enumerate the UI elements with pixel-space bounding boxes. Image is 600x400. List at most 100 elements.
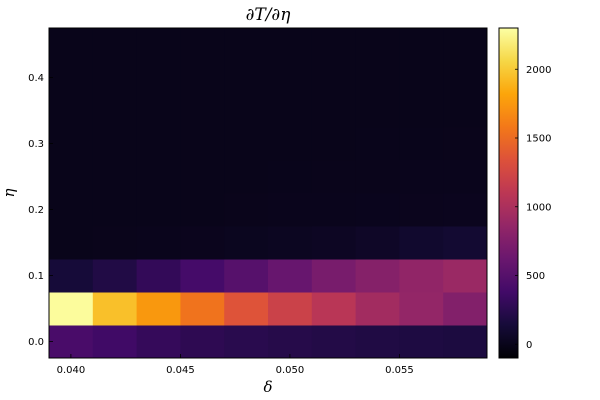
heatmap-cell — [49, 193, 94, 227]
heatmap-cell — [49, 94, 94, 128]
heatmap-cell — [49, 160, 94, 194]
heatmap-cell — [49, 292, 94, 326]
heatmap-cell — [355, 94, 400, 128]
heatmap-cell — [136, 127, 181, 161]
heatmap-cell — [92, 292, 138, 326]
heatmap-cell — [92, 259, 138, 293]
heatmap-cell — [399, 325, 444, 359]
heatmap-cell — [399, 259, 444, 293]
heatmap-cell — [268, 127, 313, 161]
heatmap-cell — [268, 259, 313, 293]
heatmap-cell — [136, 193, 181, 227]
heatmap-cell — [355, 160, 400, 194]
heatmap-cell — [49, 325, 94, 359]
heatmap-cell — [268, 325, 313, 359]
heatmap-cell — [268, 193, 313, 227]
heatmap-cell — [92, 325, 138, 359]
heatmap-cell — [92, 226, 138, 260]
colorbar-ticks: 0 500 1000 1500 2000 — [515, 65, 551, 351]
heatmap-cell — [355, 259, 400, 293]
colorbar-tick-label: 1500 — [526, 134, 551, 145]
heatmap-cell — [136, 94, 181, 128]
heatmap-cell — [224, 292, 269, 326]
y-tick-label: 0.1 — [28, 271, 44, 282]
x-tick-label: 0.050 — [276, 365, 305, 376]
x-axis-ticks: 0.040 0.045 0.050 0.055 — [57, 354, 414, 376]
heatmap-cell — [92, 61, 138, 95]
heatmap-cell — [443, 226, 488, 260]
heatmap-cell — [311, 193, 357, 227]
heatmap-cell — [180, 226, 225, 260]
heatmap-cell — [49, 226, 94, 260]
y-axis-label: η — [0, 189, 18, 198]
heatmap-cell — [311, 61, 357, 95]
heatmap-cell — [180, 259, 225, 293]
heatmap-cell — [180, 193, 225, 227]
heatmap-cell — [311, 226, 357, 260]
heatmap-cell — [355, 292, 400, 326]
heatmap-cell — [268, 61, 313, 95]
heatmap-cell — [92, 28, 138, 62]
heatmap-cell — [136, 259, 181, 293]
y-tick-label: 0.3 — [28, 139, 44, 150]
heatmap-cell — [180, 325, 225, 359]
heatmap-cell — [399, 292, 444, 326]
heatmap-cell — [311, 127, 357, 161]
heatmap-cell — [49, 28, 94, 62]
heatmap-cell — [180, 292, 225, 326]
heatmap-cell — [268, 292, 313, 326]
heatmap-cell — [136, 61, 181, 95]
heatmap-cell — [355, 325, 400, 359]
heatmap-cell — [443, 127, 488, 161]
heatmap-cell — [443, 193, 488, 227]
heatmap-cell — [224, 61, 269, 95]
heatmap-cell — [136, 226, 181, 260]
heatmap-cell — [399, 193, 444, 227]
heatmap-cell — [399, 61, 444, 95]
heatmap-cell — [311, 94, 357, 128]
y-axis-ticks: 0.0 0.1 0.2 0.3 0.4 — [28, 73, 53, 348]
heatmap-cell — [443, 61, 488, 95]
heatmap-cell — [180, 127, 225, 161]
heatmap-cell — [268, 28, 313, 62]
heatmap-cell — [355, 127, 400, 161]
heatmap-cell — [311, 325, 357, 359]
heatmap-cell — [399, 94, 444, 128]
heatmap-cell — [399, 127, 444, 161]
heatmap-cell — [355, 193, 400, 227]
y-tick-label: 0.4 — [28, 73, 44, 84]
heatmap-cell — [136, 325, 181, 359]
heatmap-cell — [136, 292, 181, 326]
colorbar-tick-label: 2000 — [526, 65, 551, 76]
colorbar-tick-label: 500 — [526, 271, 545, 282]
heatmap-cell — [399, 160, 444, 194]
plot-area-frame — [48, 27, 488, 359]
heatmap-cell — [311, 259, 357, 293]
heatmap-cells — [49, 28, 488, 359]
heatmap-cell — [92, 94, 138, 128]
heatmap-cell — [49, 61, 94, 95]
x-tick-label: 0.045 — [166, 365, 195, 376]
heatmap-cell — [399, 226, 444, 260]
colorbar-tick-label: 1000 — [526, 202, 551, 213]
colorbar-tick-label: 0 — [526, 340, 532, 351]
heatmap-cell — [224, 325, 269, 359]
heatmap-cell — [224, 160, 269, 194]
heatmap-cell — [355, 61, 400, 95]
heatmap-cell — [443, 259, 488, 293]
x-tick-label: 0.040 — [57, 365, 86, 376]
heatmap-cell — [224, 259, 269, 293]
heatmap-cell — [443, 292, 488, 326]
heatmap-cell — [92, 160, 138, 194]
heatmap-cell — [268, 94, 313, 128]
y-tick-label: 0.2 — [28, 205, 44, 216]
heatmap-cell — [136, 28, 181, 62]
heatmap-cell — [92, 193, 138, 227]
heatmap-cell — [311, 28, 357, 62]
x-axis-label: δ — [263, 378, 272, 396]
heatmap-cell — [180, 94, 225, 128]
heatmap-cell — [443, 325, 488, 359]
heatmap-cell — [311, 292, 357, 326]
heatmap-cell — [224, 193, 269, 227]
